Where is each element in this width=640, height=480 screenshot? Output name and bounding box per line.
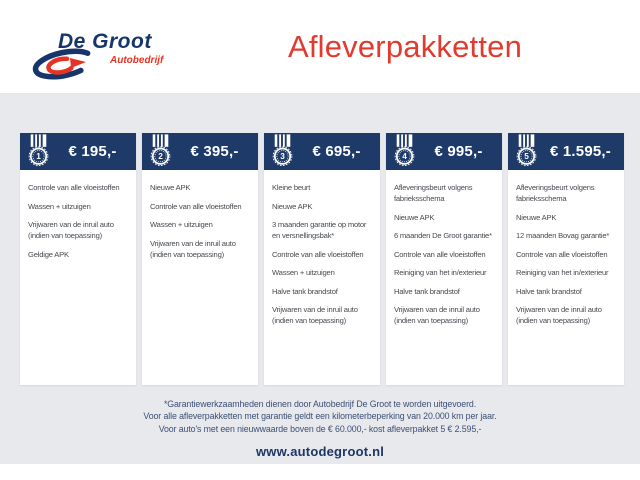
feature-item: Controle van alle vloeistoffen (516, 249, 608, 259)
brand-name: De Groot (58, 30, 152, 53)
feature-item: Controle van alle vloeistoffen (394, 249, 486, 259)
feature-item: Halve tank brandstof (272, 286, 338, 296)
package-card-header: 4 € 995,- (386, 133, 502, 170)
footnote-line: *Garantiewerkzaamheden dienen door Autob… (163, 399, 477, 409)
feature-item: Nieuwe APK (516, 212, 557, 222)
feature-item: Halve tank brandstof (394, 286, 460, 296)
package-card-2: 2 € 395,- Nieuwe APK Controle van alle v… (142, 133, 258, 385)
medal-icon: 1 (28, 134, 49, 167)
feature-item: Vrijwaren van de inruil auto (indien van… (28, 220, 114, 240)
feature-item: Controle van alle vloeistoffen (272, 249, 364, 259)
brand-subtitle: Autobedrijf (110, 55, 164, 66)
feature-item: Wassen + uitzuigen (150, 220, 213, 229)
package-features: Controle van alle vloeistoffen Wassen + … (20, 170, 136, 267)
feature-item: Vrijwaren van de inruil auto (indien van… (516, 305, 602, 325)
medal-number: 1 (36, 151, 41, 161)
package-price: € 695,- (312, 143, 361, 160)
package-cards: 1 € 195,- Controle van alle vloeistoffen… (20, 133, 624, 385)
package-features: Afleveringsbeurt volgens fabrieksschema … (508, 170, 624, 334)
header: De Groot Autobedrijf Afleverpakketten (0, 0, 640, 93)
brand-logo: De Groot Autobedrijf (30, 30, 170, 86)
package-card-3: 3 € 695,- Kleine beurt Nieuwe APK 3 maan… (264, 133, 380, 385)
medal-icon: 2 (150, 134, 171, 167)
medal-number: 2 (158, 151, 163, 161)
package-features: Kleine beurt Nieuwe APK 3 maanden garant… (264, 170, 380, 334)
medal-number: 4 (402, 151, 407, 161)
package-price: € 395,- (190, 143, 239, 160)
website-url: www.autodegroot.nl (255, 444, 385, 459)
medal-icon: 3 (272, 134, 293, 167)
feature-item: Vrijwaren van de inruil auto (indien van… (272, 305, 358, 325)
footnote-line: Voor auto's met een nieuwwaarde boven de… (158, 423, 482, 434)
package-card-5: 5 € 1.595,- Afleveringsbeurt volgens fab… (508, 133, 624, 385)
footnote-line: Voor alle afleverpakketten met garantie … (143, 411, 497, 422)
feature-item: Nieuwe APK (272, 201, 313, 211)
medal-number: 5 (524, 151, 529, 161)
page-title: Afleverpakketten (287, 28, 523, 64)
feature-item: 12 maanden Bovag garantie* (516, 231, 610, 240)
package-card-1: 1 € 195,- Controle van alle vloeistoffen… (20, 133, 136, 385)
feature-item: Kleine beurt (272, 183, 311, 192)
feature-item: Vrijwaren van de inruil auto (indien van… (394, 305, 480, 325)
footnotes: *Garantiewerkzaamheden dienen door Autob… (0, 398, 640, 435)
feature-item: Controle van alle vloeistoffen (150, 201, 242, 211)
medal-number: 3 (280, 151, 285, 161)
package-card-header: 1 € 195,- (20, 133, 136, 170)
feature-item: Wassen + uitzuigen (272, 268, 335, 277)
feature-item: Nieuwe APK (150, 183, 191, 192)
package-price: € 1.595,- (549, 143, 611, 160)
package-card-4: 4 € 995,- Afleveringsbeurt volgens fabri… (386, 133, 502, 385)
feature-item: Wassen + uitzuigen (28, 201, 91, 211)
medal-icon: 5 (516, 134, 537, 167)
feature-item: Reiniging van het in/exterieur (394, 268, 487, 277)
swoosh-ellipse-icon (32, 48, 96, 80)
feature-item: Afleveringsbeurt volgens fabrieksschema (394, 183, 473, 203)
package-card-header: 3 € 695,- (264, 133, 380, 170)
bottom-strip (0, 464, 640, 480)
feature-item: Afleveringsbeurt volgens fabrieksschema (516, 183, 595, 203)
package-features: Nieuwe APK Controle van alle vloeistoffe… (142, 170, 258, 267)
feature-item: Geldige APK (28, 249, 69, 259)
packages-section: 1 € 195,- Controle van alle vloeistoffen… (0, 93, 640, 464)
feature-item: Reiniging van het in/exterieur (516, 268, 609, 277)
feature-item: 6 maanden De Groot garantie* (394, 231, 492, 240)
feature-item: Vrijwaren van de inruil auto (indien van… (150, 238, 236, 259)
package-card-header: 5 € 1.595,- (508, 133, 624, 170)
package-price: € 195,- (68, 143, 117, 160)
package-card-header: 2 € 395,- (142, 133, 258, 170)
feature-item: Controle van alle vloeistoffen (28, 183, 120, 192)
feature-item: Nieuwe APK (394, 212, 435, 222)
package-price: € 995,- (434, 143, 483, 160)
feature-item: Halve tank brandstof (516, 286, 582, 296)
medal-icon: 4 (394, 134, 415, 167)
package-features: Afleveringsbeurt volgens fabrieksschema … (386, 170, 502, 334)
feature-item: 3 maanden garantie op motor en versnelli… (272, 220, 367, 240)
